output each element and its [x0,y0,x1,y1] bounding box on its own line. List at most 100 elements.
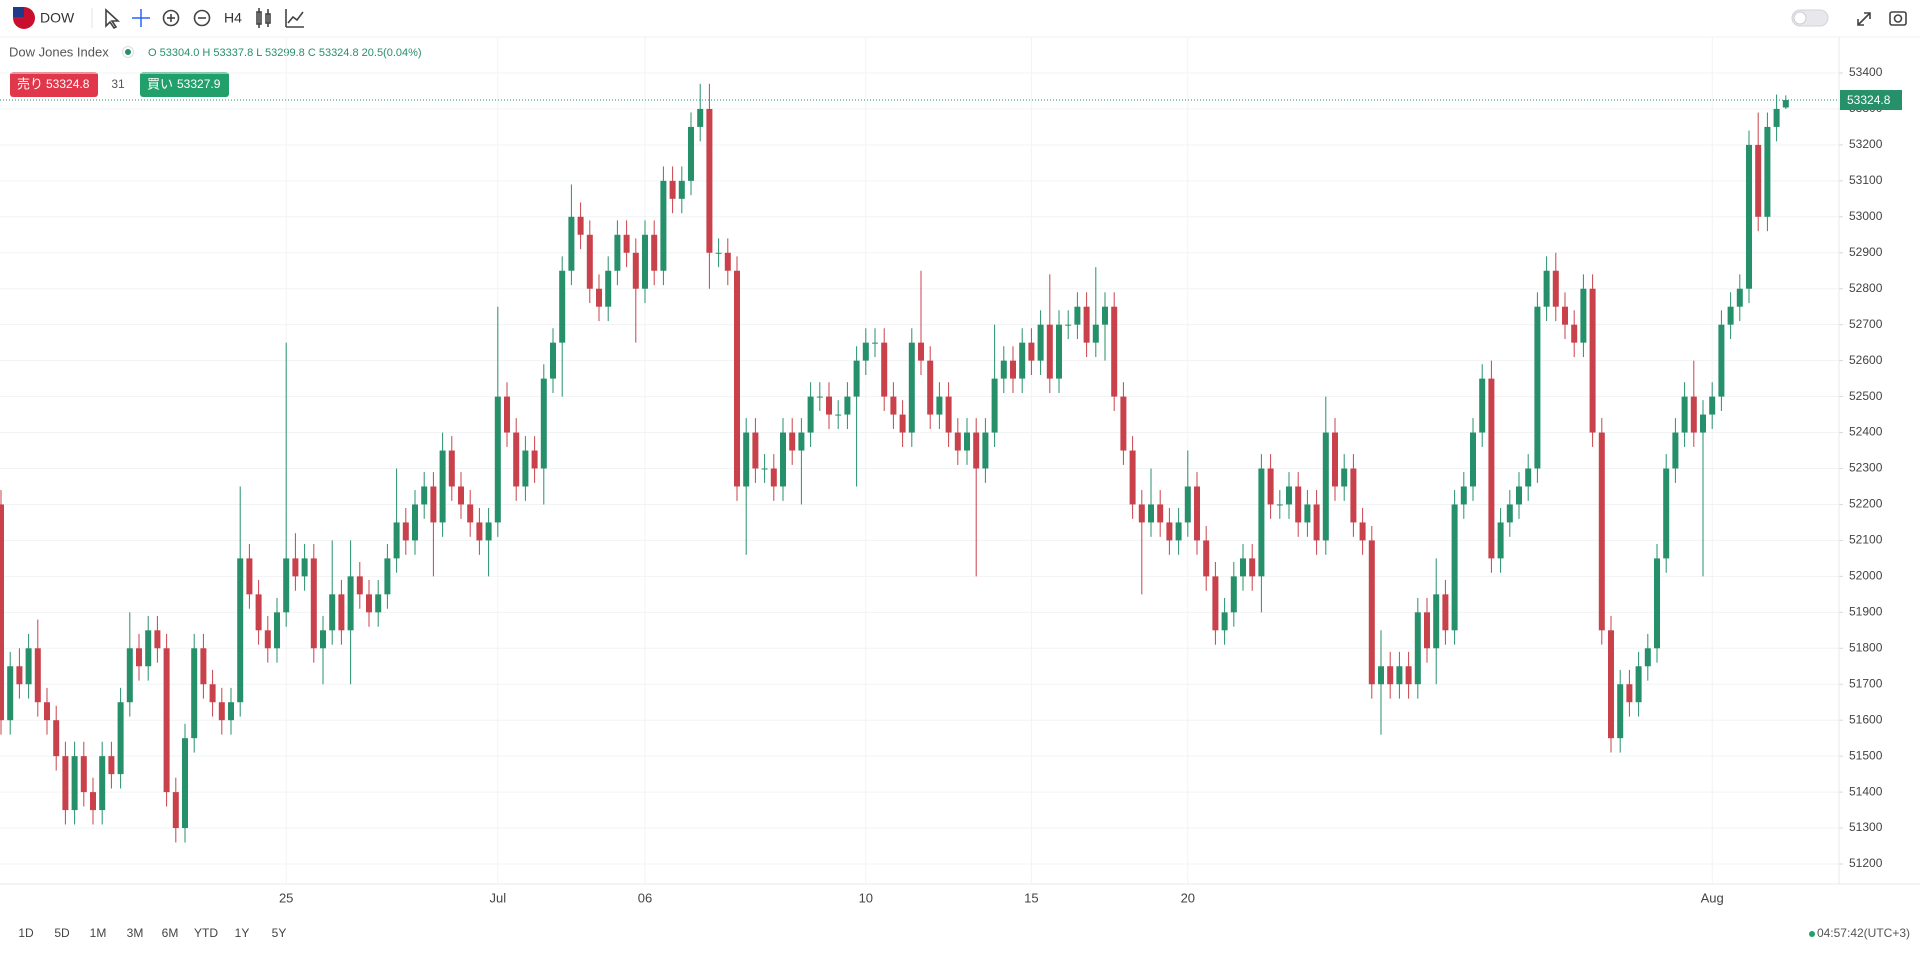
candle [163,633,170,807]
candle-body [936,396,943,415]
range-button[interactable]: 1D [18,926,34,940]
chart-type[interactable] [256,8,271,28]
candle-body [1249,558,1256,577]
candle [1424,597,1430,663]
candle [108,741,115,789]
candle-body [1543,270,1550,307]
zoom-out[interactable] [193,9,211,27]
candle [826,382,832,429]
candle [1497,508,1504,573]
candle [347,540,354,685]
range-button[interactable]: 5Y [272,926,287,940]
candle-body [1332,432,1338,487]
candle [126,612,133,717]
range-button[interactable]: 1Y [235,926,250,940]
candle-body [1525,468,1532,487]
range-button[interactable]: 1M [90,926,107,940]
candle [954,418,961,465]
sell-price: 53324.8 [46,77,90,91]
candle-body [62,756,69,811]
buy-button[interactable]: 買い 53327.9 [140,72,229,97]
range-button[interactable]: 5D [54,926,70,940]
candle-body [191,648,198,739]
candle-body [1608,630,1614,739]
candle-body [1111,306,1118,397]
candle-body [1387,666,1394,685]
y-tick-label: 52400 [1849,425,1883,439]
candle [927,346,934,429]
candle [559,256,566,397]
candle [586,220,593,304]
candle [1414,597,1421,699]
candle [1194,472,1200,555]
fullscreen[interactable] [1857,12,1871,26]
candle-body [1138,504,1145,523]
candle-body [743,432,750,487]
candle [172,777,179,843]
candle [320,615,326,685]
candle [862,328,869,376]
candle-body [651,234,658,271]
candle-body [780,432,786,487]
candle-body [596,288,602,307]
candle [890,382,897,429]
candle-body [338,594,345,631]
sell-button[interactable]: 売り 53324.8 [10,72,98,97]
candle-body [182,738,188,829]
candle [697,83,704,142]
candle-body [1442,594,1449,631]
candle-body [954,432,961,451]
candle-body [16,666,23,685]
crosshair-tool[interactable] [132,9,150,27]
candle [338,579,345,645]
screenshot[interactable] [1889,11,1907,26]
candle [53,705,60,771]
candle [1304,490,1311,537]
y-tick-label: 52100 [1849,533,1883,547]
range-button[interactable]: YTD [194,926,218,940]
interval[interactable]: H4 [224,10,242,26]
candle-body [1056,324,1062,379]
candle [1460,472,1467,519]
indicators[interactable] [285,9,304,28]
y-tick-label: 51600 [1849,712,1883,726]
candle-body [1221,612,1228,631]
clock-dot [1809,931,1815,937]
candle [283,342,290,627]
candle-body [1635,666,1642,703]
candle [918,270,924,376]
candle [1755,112,1762,232]
candle-body [163,648,170,793]
symbol[interactable]: DOW [40,10,75,26]
y-tick-label: 52000 [1849,569,1883,583]
candle-body [1230,576,1237,613]
candle [1148,468,1154,537]
candle-body [1258,468,1265,577]
spread: 31 [111,77,125,91]
candle [577,202,584,250]
candle [1782,95,1789,110]
candle [550,328,556,393]
candle [1010,346,1016,393]
candle-body [393,522,400,559]
candle-body [274,612,280,649]
candle [448,436,455,501]
range-button[interactable]: 3M [127,926,144,940]
candle-body [412,504,418,541]
candle [1332,418,1338,501]
candle-body [1764,126,1771,217]
candle [1056,310,1062,393]
candle-body [504,396,510,433]
cursor-tool[interactable] [105,8,121,30]
candle-body [264,630,271,649]
buy-label: 買い [147,76,173,91]
range-button[interactable]: 6M [162,926,179,940]
candle-body [734,270,740,487]
candle-body [1580,288,1587,343]
candle-body [1451,504,1458,631]
theme-toggle[interactable] [1791,9,1829,27]
zoom-in[interactable] [162,9,180,27]
candle-body [356,576,363,595]
